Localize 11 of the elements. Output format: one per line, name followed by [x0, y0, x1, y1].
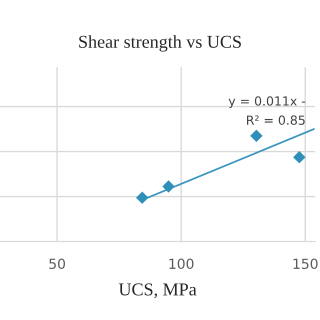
point	[293, 151, 306, 164]
point	[136, 192, 148, 204]
x-tick-label: 150	[294, 258, 318, 270]
x-tick-label: 50	[49, 258, 65, 270]
x-tick-label: 100	[169, 258, 194, 270]
point	[162, 180, 175, 193]
text: y = 0.011x -	[228, 96, 306, 108]
text: R² = 0.85	[247, 115, 305, 125]
chart-title: Shear strength vs UCS	[79, 35, 241, 52]
point	[250, 130, 263, 142]
x-axis-title: UCS, MPa	[118, 283, 196, 298]
